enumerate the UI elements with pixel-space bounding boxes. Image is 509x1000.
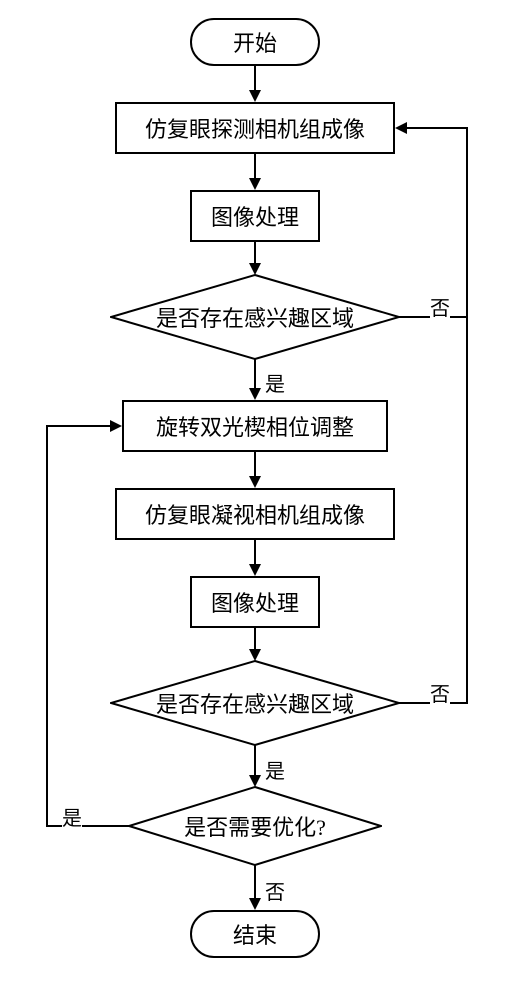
node-label: 是否需要优化? xyxy=(184,815,326,840)
arrow-head xyxy=(249,388,261,400)
node-label: 是否存在感兴趣区域 xyxy=(156,692,354,717)
arrow-line xyxy=(254,744,256,778)
flowchart-container: 开始 仿复眼探测相机组成像 图像处理 是否存在感兴趣区域 旋转双光楔相位调整 仿… xyxy=(0,0,509,1000)
arrow-line xyxy=(254,540,256,566)
node-label: 仿复眼凝视相机组成像 xyxy=(145,498,365,530)
label-d2-no: 否 xyxy=(430,678,450,707)
terminal-start: 开始 xyxy=(190,18,320,66)
arrow-head xyxy=(249,898,261,910)
process-detect-camera: 仿复眼探测相机组成像 xyxy=(115,102,395,154)
node-label: 图像处理 xyxy=(211,586,299,618)
label-d1-no: 否 xyxy=(430,292,450,321)
arrow-line xyxy=(254,66,256,92)
process-gaze-camera: 仿复眼凝视相机组成像 xyxy=(115,488,395,540)
arrow-head xyxy=(395,122,407,134)
arrow-line xyxy=(254,358,256,390)
process-image-processing-1: 图像处理 xyxy=(190,190,320,242)
arrow-line xyxy=(254,864,256,900)
decision-roi-2: 是否存在感兴趣区域 xyxy=(110,660,400,746)
arrow-line xyxy=(466,127,468,318)
process-image-processing-2: 图像处理 xyxy=(190,576,320,628)
node-label: 是否存在感兴趣区域 xyxy=(156,306,354,331)
arrow-line xyxy=(46,425,112,427)
decision-roi-1: 是否存在感兴趣区域 xyxy=(110,274,400,360)
arrow-line xyxy=(254,452,256,478)
terminal-end: 结束 xyxy=(190,910,320,958)
node-label: 旋转双光楔相位调整 xyxy=(156,410,354,442)
arrow-head xyxy=(110,420,122,432)
arrow-line xyxy=(466,316,468,704)
arrow-head xyxy=(249,90,261,102)
node-label: 图像处理 xyxy=(211,200,299,232)
arrow-head xyxy=(249,476,261,488)
arrow-line xyxy=(407,127,468,129)
arrow-head xyxy=(249,564,261,576)
arrow-head xyxy=(249,178,261,190)
node-label: 结束 xyxy=(233,918,277,950)
label-d1-yes: 是 xyxy=(265,368,285,397)
label-d2-yes: 是 xyxy=(265,755,285,784)
process-wedge-adjust: 旋转双光楔相位调整 xyxy=(122,400,388,452)
arrow-line xyxy=(46,825,130,827)
decision-optimize: 是否需要优化? xyxy=(128,786,382,866)
arrow-line xyxy=(254,154,256,180)
label-d3-yes: 是 xyxy=(62,802,82,831)
label-d3-no: 否 xyxy=(265,876,285,905)
node-label: 开始 xyxy=(233,26,277,58)
arrow-line xyxy=(46,425,48,827)
node-label: 仿复眼探测相机组成像 xyxy=(145,112,365,144)
